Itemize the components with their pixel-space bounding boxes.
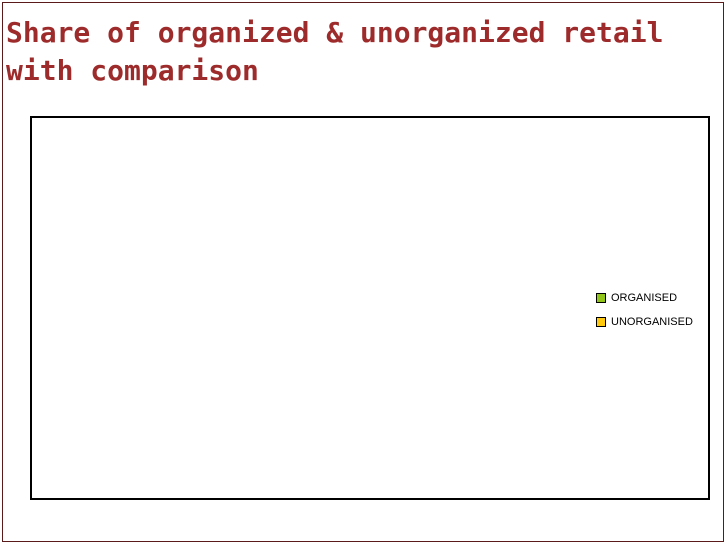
legend-swatch-unorganised [596, 317, 606, 327]
legend-label-organised: ORGANISED [611, 292, 678, 304]
legend-item-organised: ORGANISED [596, 288, 693, 308]
legend: ORGANISED UNORGANISED [596, 288, 693, 336]
legend-item-unorganised: UNORGANISED [596, 312, 693, 332]
slide-title: Share of organized & unorganized retail … [6, 16, 664, 87]
chart-area [30, 116, 710, 500]
legend-label-unorganised: UNORGANISED [611, 316, 693, 328]
legend-swatch-organised [596, 293, 606, 303]
